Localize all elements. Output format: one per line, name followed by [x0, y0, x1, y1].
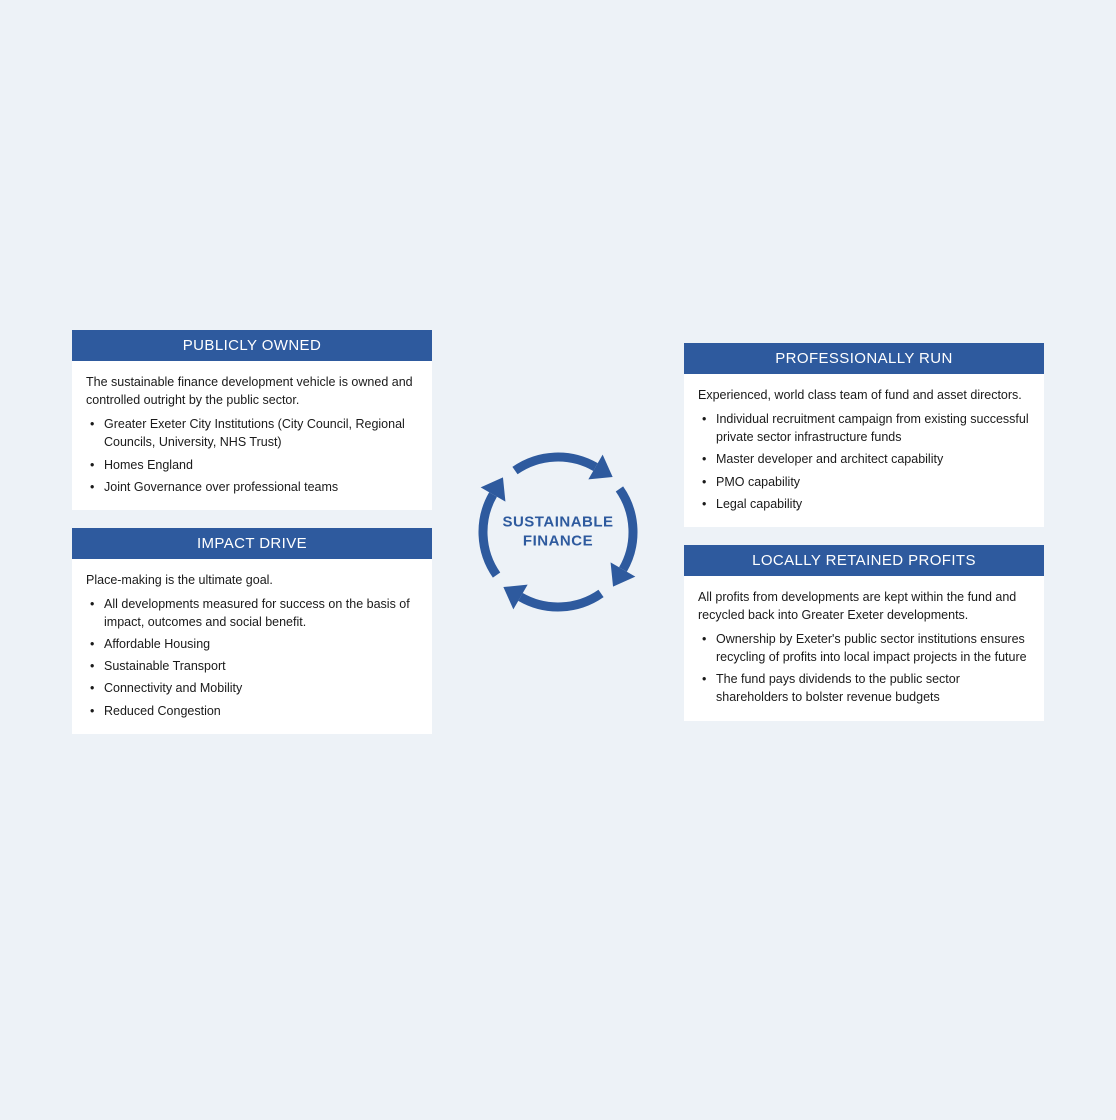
- card-bullets: Greater Exeter City Institutions (City C…: [86, 415, 418, 496]
- bullet-item: Master developer and architect capabilit…: [702, 450, 1030, 468]
- card-header: PROFESSIONALLY RUN: [684, 343, 1044, 374]
- bullet-item: Individual recruitment campaign from exi…: [702, 410, 1030, 446]
- card-intro: Experienced, world class team of fund an…: [698, 386, 1030, 404]
- bullet-item: Joint Governance over professional teams: [90, 478, 418, 496]
- bullet-item: Sustainable Transport: [90, 657, 418, 675]
- left-column: PUBLICLY OWNED The sustainable finance d…: [72, 330, 432, 734]
- cycle-center-label: SUSTAINABLE FINANCE: [502, 513, 613, 551]
- card-bullets: Ownership by Exeter's public sector inst…: [698, 630, 1030, 707]
- bullet-item: Connectivity and Mobility: [90, 679, 418, 697]
- bullet-item: PMO capability: [702, 473, 1030, 491]
- card-header: IMPACT DRIVE: [72, 528, 432, 559]
- bullet-item: All developments measured for success on…: [90, 595, 418, 631]
- center-line1: SUSTAINABLE: [502, 513, 613, 530]
- card-body: The sustainable finance development vehi…: [72, 361, 432, 510]
- card-bullets: Individual recruitment campaign from exi…: [698, 410, 1030, 513]
- card-locally-retained-profits: LOCALLY RETAINED PROFITS All profits fro…: [684, 545, 1044, 721]
- right-column: PROFESSIONALLY RUN Experienced, world cl…: [684, 343, 1044, 721]
- card-header: LOCALLY RETAINED PROFITS: [684, 545, 1044, 576]
- bullet-item: Greater Exeter City Institutions (City C…: [90, 415, 418, 451]
- card-publicly-owned: PUBLICLY OWNED The sustainable finance d…: [72, 330, 432, 510]
- diagram-container: PUBLICLY OWNED The sustainable finance d…: [72, 330, 1044, 734]
- card-impact-drive: IMPACT DRIVE Place-making is the ultimat…: [72, 528, 432, 734]
- bullet-item: Homes England: [90, 456, 418, 474]
- bullet-item: The fund pays dividends to the public se…: [702, 670, 1030, 706]
- card-intro: Place-making is the ultimate goal.: [86, 571, 418, 589]
- bullet-item: Affordable Housing: [90, 635, 418, 653]
- card-professionally-run: PROFESSIONALLY RUN Experienced, world cl…: [684, 343, 1044, 527]
- bullet-item: Ownership by Exeter's public sector inst…: [702, 630, 1030, 666]
- card-intro: All profits from developments are kept w…: [698, 588, 1030, 624]
- card-body: Place-making is the ultimate goal. All d…: [72, 559, 432, 734]
- card-body: All profits from developments are kept w…: [684, 576, 1044, 721]
- card-bullets: All developments measured for success on…: [86, 595, 418, 720]
- card-intro: The sustainable finance development vehi…: [86, 373, 418, 409]
- bullet-item: Legal capability: [702, 495, 1030, 513]
- center-line2: FINANCE: [523, 532, 593, 549]
- cycle-graphic: SUSTAINABLE FINANCE: [448, 422, 668, 642]
- card-header: PUBLICLY OWNED: [72, 330, 432, 361]
- card-body: Experienced, world class team of fund an…: [684, 374, 1044, 527]
- bullet-item: Reduced Congestion: [90, 702, 418, 720]
